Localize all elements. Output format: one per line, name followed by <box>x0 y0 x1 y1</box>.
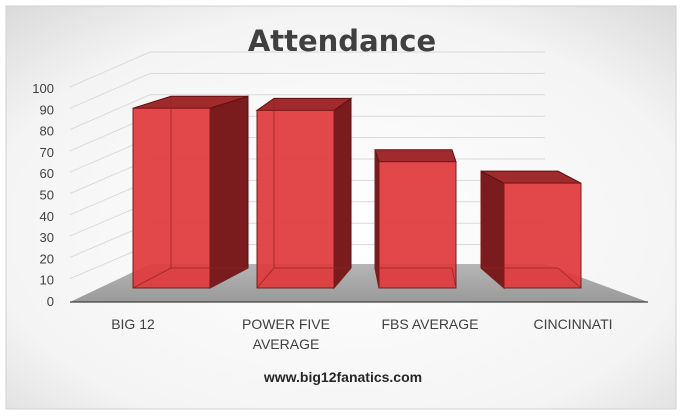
y-tick-label: 60 <box>40 166 54 181</box>
bars <box>132 95 582 290</box>
chart-title: Attendance <box>248 24 436 58</box>
bar-inner-edge <box>557 267 582 289</box>
x-category-label: CINCINNATI <box>533 316 612 332</box>
gridline-diagonal <box>69 94 151 131</box>
x-axis-labels: BIG 12 POWER FIVE AVERAGE FBS AVERAGE CINCIN… <box>111 316 612 352</box>
bar-side-face <box>209 95 249 289</box>
y-tick-label: 20 <box>40 251 54 266</box>
x-category-label: FBS AVERAGE <box>382 316 479 332</box>
bar <box>480 170 582 290</box>
y-axis-ticks: 0 10 20 30 40 50 60 70 80 90 100 <box>32 81 54 309</box>
gridline-diagonal <box>69 72 151 109</box>
bar-top-face <box>255 97 353 111</box>
bar-top-face <box>374 149 457 163</box>
gridline-diagonal <box>69 51 151 88</box>
y-tick-label: 30 <box>40 230 54 245</box>
bar-inner-edge <box>451 267 457 289</box>
y-tick-label: 10 <box>40 273 54 288</box>
source-url: www.big12fanatics.com <box>263 369 422 385</box>
bar <box>374 149 457 289</box>
bar-inner-edge <box>209 267 249 289</box>
bar <box>132 95 249 289</box>
bar-inner-edge <box>333 267 352 289</box>
bar-side-face <box>374 149 380 289</box>
bar-inner-edge <box>480 267 505 289</box>
bar-side-face <box>333 97 352 290</box>
y-tick-label: 0 <box>47 294 54 309</box>
bar-inner-edge <box>256 267 275 289</box>
y-tick-label: 90 <box>40 102 54 117</box>
bar-inner-edge <box>374 267 380 289</box>
x-category-label: POWER FIVE AVERAGE <box>242 316 330 352</box>
y-tick-label: 70 <box>40 145 54 160</box>
y-tick-label: 40 <box>40 209 54 224</box>
bar-inner-edge <box>132 267 172 289</box>
bar-front-face <box>503 182 582 289</box>
bar-front-face <box>256 109 335 289</box>
y-tick-label: 50 <box>40 188 54 203</box>
bar <box>255 97 353 290</box>
y-tick-label: 80 <box>40 124 54 139</box>
y-tick-label: 100 <box>32 81 54 96</box>
x-category-label: BIG 12 <box>111 316 155 332</box>
bar-front-face <box>378 161 457 289</box>
